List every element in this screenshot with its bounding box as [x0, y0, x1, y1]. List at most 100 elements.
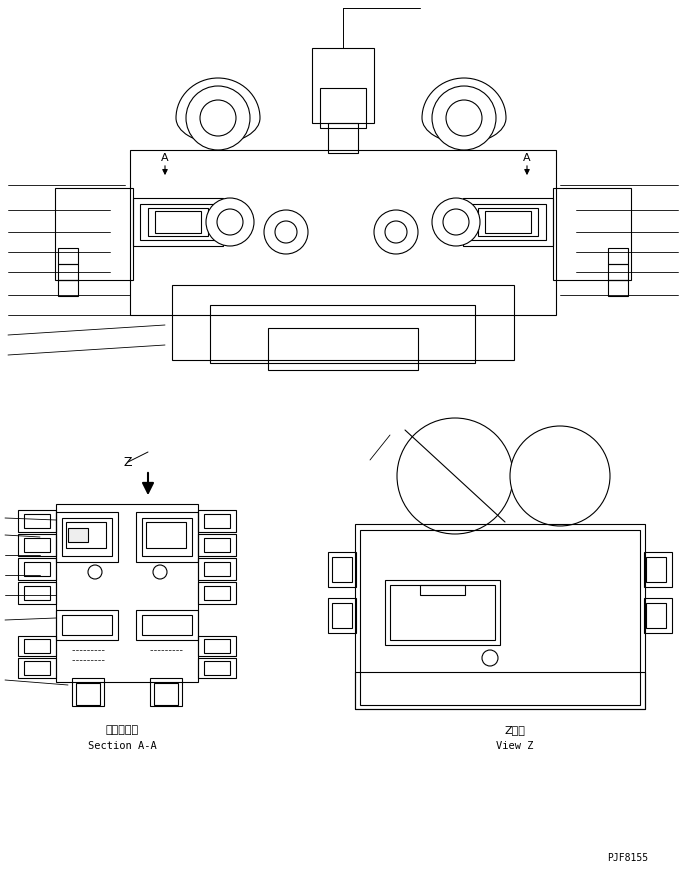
Bar: [18, 582, 56, 604]
Bar: [463, 198, 553, 246]
Text: A: A: [161, 153, 169, 163]
Bar: [58, 248, 78, 264]
Bar: [58, 280, 78, 296]
Bar: [68, 528, 88, 542]
Bar: [62, 518, 112, 556]
Circle shape: [374, 210, 418, 254]
Text: View Z: View Z: [496, 741, 534, 751]
Bar: [24, 661, 50, 675]
Circle shape: [153, 565, 167, 579]
Bar: [142, 615, 192, 635]
Bar: [268, 328, 418, 370]
Circle shape: [510, 426, 610, 526]
Bar: [24, 586, 50, 600]
Bar: [204, 639, 230, 653]
Bar: [150, 678, 182, 706]
Circle shape: [275, 221, 297, 243]
Bar: [608, 248, 628, 264]
Circle shape: [432, 86, 496, 150]
Text: PJF8155: PJF8155: [607, 853, 648, 863]
Bar: [328, 123, 358, 153]
Circle shape: [385, 221, 407, 243]
Bar: [332, 603, 352, 628]
Bar: [204, 562, 230, 576]
Circle shape: [443, 209, 469, 235]
Bar: [140, 204, 216, 240]
Bar: [56, 610, 118, 640]
Bar: [136, 512, 198, 562]
Text: A: A: [523, 153, 531, 163]
Bar: [146, 522, 186, 548]
Bar: [148, 208, 208, 236]
Bar: [24, 538, 50, 552]
Bar: [18, 658, 56, 678]
Bar: [155, 211, 201, 233]
Bar: [390, 585, 495, 640]
Bar: [58, 264, 78, 280]
Bar: [198, 658, 236, 678]
Bar: [142, 518, 192, 556]
Bar: [478, 208, 538, 236]
Bar: [328, 598, 356, 633]
Bar: [320, 88, 366, 128]
Bar: [204, 538, 230, 552]
Bar: [210, 305, 475, 363]
Text: Z　視: Z 視: [505, 725, 525, 735]
Bar: [644, 598, 672, 633]
Circle shape: [397, 418, 513, 534]
Bar: [646, 603, 666, 628]
Text: Section A-A: Section A-A: [88, 741, 156, 751]
Circle shape: [446, 100, 482, 136]
Bar: [204, 661, 230, 675]
Bar: [198, 636, 236, 656]
Bar: [62, 615, 112, 635]
Text: 断面Ａ－Ａ: 断面Ａ－Ａ: [106, 725, 139, 735]
Circle shape: [200, 100, 236, 136]
Bar: [332, 557, 352, 582]
Circle shape: [88, 565, 102, 579]
Bar: [470, 204, 546, 240]
Bar: [204, 586, 230, 600]
Bar: [55, 188, 133, 280]
Circle shape: [482, 650, 498, 666]
Bar: [646, 557, 666, 582]
Bar: [133, 198, 223, 246]
Bar: [198, 558, 236, 580]
Bar: [72, 678, 104, 706]
Bar: [553, 188, 631, 280]
Bar: [154, 683, 178, 705]
Circle shape: [217, 209, 243, 235]
Bar: [136, 610, 198, 640]
Bar: [56, 504, 198, 682]
Bar: [18, 636, 56, 656]
Bar: [204, 514, 230, 528]
Bar: [198, 510, 236, 532]
Bar: [360, 530, 640, 705]
Bar: [18, 510, 56, 532]
Bar: [644, 552, 672, 587]
Bar: [24, 639, 50, 653]
Bar: [420, 585, 465, 595]
Circle shape: [186, 86, 250, 150]
Bar: [312, 48, 374, 123]
Bar: [18, 534, 56, 556]
Bar: [24, 514, 50, 528]
Bar: [198, 534, 236, 556]
Bar: [24, 562, 50, 576]
Bar: [130, 150, 556, 315]
Bar: [485, 211, 531, 233]
Bar: [385, 580, 500, 645]
Bar: [355, 672, 645, 709]
Bar: [355, 524, 645, 709]
Bar: [198, 582, 236, 604]
Circle shape: [432, 198, 480, 246]
Bar: [172, 285, 514, 360]
Bar: [608, 264, 628, 280]
Circle shape: [264, 210, 308, 254]
Text: Z: Z: [123, 456, 132, 469]
Bar: [608, 280, 628, 296]
Circle shape: [206, 198, 254, 246]
Bar: [328, 552, 356, 587]
Bar: [66, 522, 106, 548]
Bar: [56, 512, 118, 562]
